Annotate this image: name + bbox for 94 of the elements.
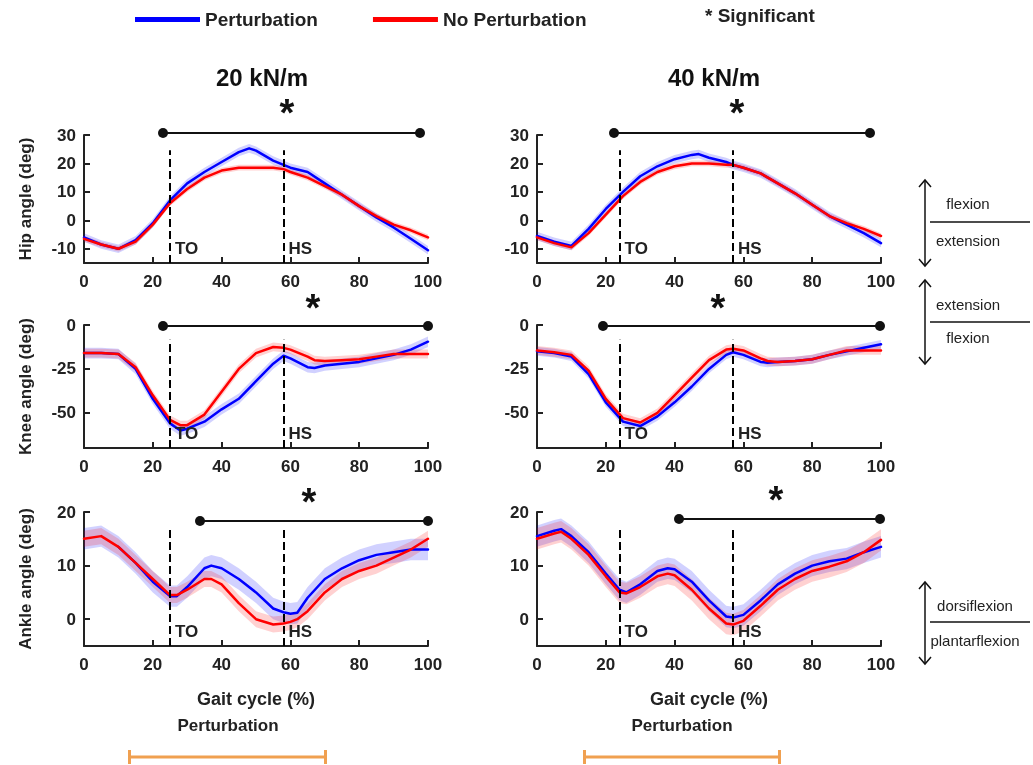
x-tick-label: 80 bbox=[349, 272, 369, 291]
x-tick-label: 40 bbox=[665, 457, 685, 476]
x-tick-label: 0 bbox=[79, 272, 89, 291]
y-tick-label: 0 bbox=[519, 315, 529, 335]
x-tick-label: 40 bbox=[212, 457, 232, 476]
annotation: * bbox=[305, 287, 321, 329]
text: dorsiflexion bbox=[937, 596, 1013, 614]
x-tick-label: 20 bbox=[143, 272, 163, 291]
y-axis-title: Ankle angle (deg) bbox=[16, 508, 35, 650]
y-tick-label: 20 bbox=[57, 502, 76, 522]
y-tick-label: 10 bbox=[510, 556, 529, 576]
y-tick-label: -25 bbox=[504, 359, 529, 379]
x-tick-label: 20 bbox=[143, 655, 163, 674]
x-tick-label: 100 bbox=[413, 457, 443, 476]
text: plantarflexion bbox=[930, 631, 1020, 649]
ref-line-label: TO bbox=[624, 238, 648, 258]
ref-line-label: HS bbox=[738, 238, 762, 258]
legend-label: Perturbation bbox=[205, 9, 318, 30]
y-axis-title: Knee angle (deg) bbox=[16, 318, 35, 455]
ref-line-label: HS bbox=[738, 423, 762, 443]
text: Perturbation bbox=[177, 715, 279, 735]
text: * Significant bbox=[705, 5, 816, 26]
x-tick-label: 60 bbox=[280, 272, 300, 291]
text: Perturbation bbox=[631, 715, 733, 735]
y-tick-label: 30 bbox=[57, 125, 76, 145]
x-tick-label: 100 bbox=[866, 272, 896, 291]
y-tick-label: 0 bbox=[519, 210, 529, 230]
text: * bbox=[279, 92, 295, 134]
ref-line-label: TO bbox=[624, 621, 648, 641]
x-tick-label: 80 bbox=[802, 457, 822, 476]
y-tick-label: 20 bbox=[510, 502, 529, 522]
y-tick-label: -10 bbox=[51, 239, 76, 259]
text: flexion bbox=[946, 194, 990, 212]
x-tick-label: 100 bbox=[866, 655, 896, 674]
y-tick-label: 20 bbox=[510, 153, 529, 173]
ref-line-label: TO bbox=[175, 621, 199, 641]
x-tick-label: 0 bbox=[532, 655, 542, 674]
x-tick-label: 100 bbox=[866, 457, 896, 476]
x-tick-label: 80 bbox=[349, 457, 369, 476]
y-tick-label: -50 bbox=[504, 403, 529, 423]
x-tick-label: 0 bbox=[79, 655, 89, 674]
ref-line-label: TO bbox=[175, 423, 199, 443]
text: * bbox=[729, 92, 745, 134]
x-tick-label: 20 bbox=[596, 272, 616, 291]
x-tick-label: 40 bbox=[212, 655, 232, 674]
x-tick-label: 60 bbox=[280, 457, 300, 476]
x-tick-label: 0 bbox=[532, 457, 542, 476]
y-tick-label: 10 bbox=[57, 556, 76, 576]
y-tick-label: 0 bbox=[66, 609, 76, 629]
ref-line-label: HS bbox=[288, 621, 313, 641]
x-tick-label: 20 bbox=[143, 457, 163, 476]
annotation: * bbox=[768, 479, 784, 521]
x-tick-label: 60 bbox=[280, 655, 300, 674]
ref-line-label: TO bbox=[175, 238, 199, 258]
y-tick-label: 20 bbox=[57, 153, 76, 173]
text: extension bbox=[935, 295, 1001, 313]
y-tick-label: 0 bbox=[66, 315, 76, 335]
legend-label: No Perturbation bbox=[442, 9, 587, 30]
x-tick-label: 60 bbox=[733, 272, 753, 291]
ref-line-label: TO bbox=[624, 423, 648, 443]
x-tick-label: 100 bbox=[413, 272, 443, 291]
x-tick-label: 0 bbox=[532, 272, 542, 291]
y-tick-label: 0 bbox=[66, 210, 76, 230]
y-axis-title: Hip angle (deg) bbox=[16, 137, 35, 261]
y-tick-label: 30 bbox=[510, 125, 529, 145]
x-tick-label: 80 bbox=[349, 655, 369, 674]
annotation: * bbox=[301, 481, 317, 523]
x-tick-label: 80 bbox=[802, 655, 822, 674]
x-tick-label: 40 bbox=[665, 272, 685, 291]
x-tick-label: 20 bbox=[596, 655, 616, 674]
x-tick-label: 100 bbox=[413, 655, 443, 674]
y-tick-label: 10 bbox=[57, 182, 76, 202]
x-tick-label: 80 bbox=[802, 272, 822, 291]
chart-title: 40 kN/m bbox=[667, 63, 761, 91]
y-tick-label: 0 bbox=[519, 609, 529, 629]
x-tick-label: 40 bbox=[212, 272, 232, 291]
x-axis-title: Gait cycle (%) bbox=[649, 689, 769, 709]
text: flexion bbox=[946, 328, 990, 346]
text: extension bbox=[935, 231, 1001, 249]
x-tick-label: 20 bbox=[596, 457, 616, 476]
x-tick-label: 0 bbox=[79, 457, 89, 476]
y-tick-label: -25 bbox=[51, 359, 76, 379]
y-tick-label: -10 bbox=[504, 239, 529, 259]
chart-title: 20 kN/m bbox=[215, 63, 309, 91]
ref-line-label: HS bbox=[738, 621, 762, 641]
x-tick-label: 40 bbox=[665, 655, 685, 674]
x-tick-label: 60 bbox=[733, 457, 753, 476]
y-tick-label: 10 bbox=[510, 182, 529, 202]
x-tick-label: 60 bbox=[733, 655, 753, 674]
ref-line-label: HS bbox=[288, 423, 313, 443]
x-axis-title: Gait cycle (%) bbox=[196, 689, 316, 709]
ref-line-label: HS bbox=[288, 238, 313, 258]
annotation: * bbox=[710, 287, 726, 329]
y-tick-label: -50 bbox=[51, 403, 76, 423]
